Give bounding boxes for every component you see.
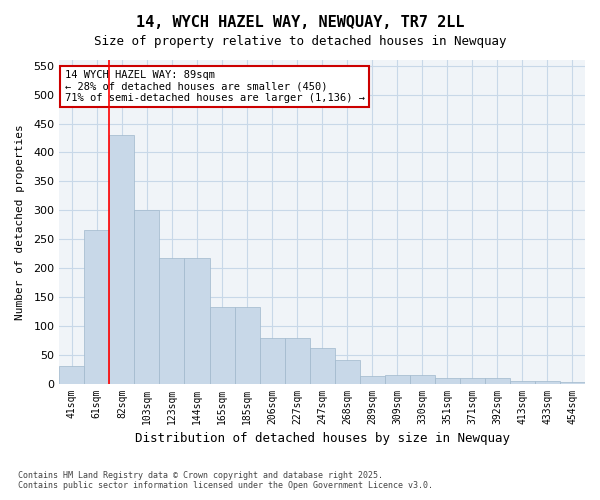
Bar [535, 381, 560, 384]
Bar [435, 378, 460, 384]
Bar [160, 258, 184, 384]
Bar [310, 348, 335, 384]
Bar [209, 306, 235, 384]
Bar [260, 338, 284, 384]
Text: Contains HM Land Registry data © Crown copyright and database right 2025.
Contai: Contains HM Land Registry data © Crown c… [18, 470, 433, 490]
Bar [460, 378, 485, 384]
Bar [59, 366, 85, 384]
Bar [85, 230, 109, 384]
Bar [360, 376, 385, 384]
Bar [485, 378, 510, 384]
Bar [109, 135, 134, 384]
Text: Size of property relative to detached houses in Newquay: Size of property relative to detached ho… [94, 35, 506, 48]
Bar [410, 375, 435, 384]
Bar [235, 306, 260, 384]
X-axis label: Distribution of detached houses by size in Newquay: Distribution of detached houses by size … [134, 432, 509, 445]
Text: 14 WYCH HAZEL WAY: 89sqm
← 28% of detached houses are smaller (450)
71% of semi-: 14 WYCH HAZEL WAY: 89sqm ← 28% of detach… [65, 70, 365, 103]
Y-axis label: Number of detached properties: Number of detached properties [15, 124, 25, 320]
Bar [284, 338, 310, 384]
Bar [385, 375, 410, 384]
Bar [134, 210, 160, 384]
Bar [560, 382, 585, 384]
Bar [335, 360, 360, 384]
Bar [510, 380, 535, 384]
Text: 14, WYCH HAZEL WAY, NEWQUAY, TR7 2LL: 14, WYCH HAZEL WAY, NEWQUAY, TR7 2LL [136, 15, 464, 30]
Bar [184, 258, 209, 384]
